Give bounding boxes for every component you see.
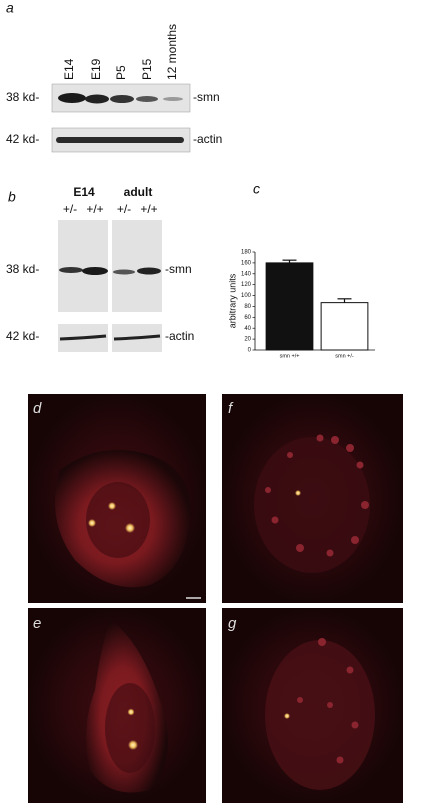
- size-label: 38 kd-: [6, 90, 39, 104]
- nucleus: [254, 437, 370, 573]
- group-label: adult: [124, 185, 153, 199]
- y-tick-label: 40: [244, 326, 251, 332]
- bar: [265, 262, 314, 351]
- protein-label: -actin: [193, 132, 222, 146]
- lane-label: E14: [62, 58, 76, 80]
- blot: [58, 220, 108, 312]
- gem: [108, 502, 116, 510]
- gem: [127, 708, 135, 716]
- band: [137, 267, 161, 275]
- image-label: d: [33, 400, 42, 417]
- band: [136, 96, 158, 102]
- gem: [88, 519, 96, 527]
- band: [163, 97, 183, 101]
- size-label: 38 kd-: [6, 262, 39, 276]
- bar: [320, 302, 369, 351]
- nucleus: [86, 482, 150, 558]
- y-tick-label: 180: [241, 250, 252, 256]
- protein-label: -smn: [165, 262, 192, 276]
- image-label: g: [228, 615, 237, 632]
- band: [59, 267, 83, 273]
- spots: [297, 638, 359, 764]
- nucleus: [105, 683, 155, 773]
- lane-label: P15: [140, 58, 154, 80]
- y-tick-label: 0: [248, 348, 252, 354]
- band: [56, 137, 184, 143]
- y-tick-label: 140: [241, 271, 252, 277]
- gem: [284, 713, 290, 719]
- y-tick-label: 80: [244, 304, 251, 310]
- y-tick-label: 60: [244, 315, 251, 321]
- genotype-label: +/-: [63, 202, 77, 216]
- y-tick-label: 160: [241, 260, 252, 266]
- band: [113, 269, 135, 275]
- blot: [112, 220, 162, 312]
- image-label: e: [33, 615, 41, 632]
- y-tick-label: 20: [244, 337, 251, 343]
- x-tick-label: smn +/+: [280, 353, 300, 359]
- lane-label: E19: [89, 58, 103, 80]
- panel-label: a: [6, 0, 14, 16]
- panel-label: b: [8, 189, 16, 205]
- gem: [128, 740, 138, 750]
- y-axis-label: arbitrary units: [227, 273, 237, 328]
- band: [58, 93, 86, 103]
- band: [85, 94, 109, 104]
- genotype-label: +/-: [117, 202, 131, 216]
- genotype-label: +/+: [140, 202, 157, 216]
- lane-label: 12 months: [165, 24, 179, 80]
- lane-label: P5: [114, 65, 128, 80]
- cell: [265, 640, 375, 790]
- gem: [125, 523, 135, 533]
- group-label: E14: [73, 185, 95, 199]
- band: [110, 95, 134, 103]
- gem: [295, 490, 301, 496]
- band: [82, 267, 108, 275]
- x-tick-label: smn +/-: [335, 353, 354, 359]
- image-label: f: [228, 400, 234, 417]
- spots: [265, 434, 369, 557]
- genotype-label: +/+: [86, 202, 103, 216]
- size-label: 42 kd-: [6, 329, 39, 343]
- y-tick-label: 120: [241, 282, 252, 288]
- band: [113, 334, 161, 341]
- band: [59, 334, 107, 341]
- size-label: 42 kd-: [6, 132, 39, 146]
- protein-label: -smn: [193, 90, 220, 104]
- protein-label: -actin: [165, 329, 194, 343]
- y-tick-label: 100: [241, 293, 252, 299]
- panel-label: c: [253, 181, 260, 197]
